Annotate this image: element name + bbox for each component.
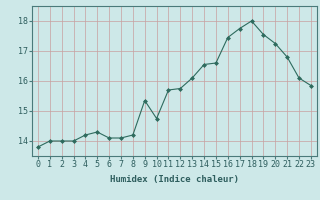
X-axis label: Humidex (Indice chaleur): Humidex (Indice chaleur) <box>110 175 239 184</box>
